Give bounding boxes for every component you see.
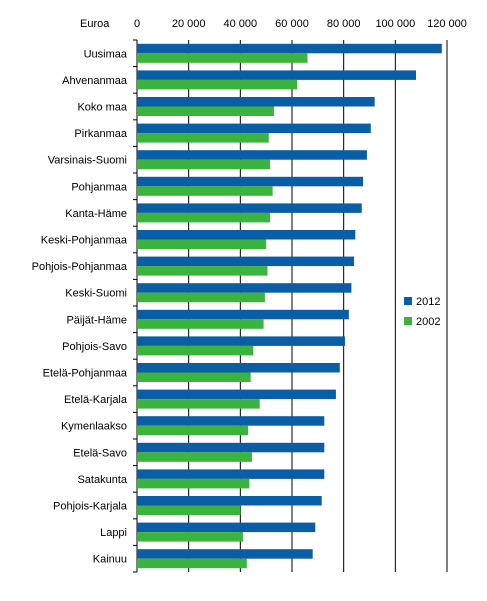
bar-2012-Pohjois-Pohjanmaa — [137, 256, 354, 267]
bar-2012-Pohjanmaa — [137, 176, 364, 187]
bar-2012-Pohjois-Karjala — [137, 496, 322, 506]
bar-2002-Satakunta — [137, 478, 250, 489]
bar-2012-Pohjois-Savo — [137, 336, 345, 346]
category-label: Keski-Pohjanmaa — [41, 235, 128, 247]
x-axis-ticks: 0 20 000 40 000 60 000 80 000 100 000 120 000 — [134, 18, 467, 30]
bar-2002-Pohjanmaa — [137, 186, 273, 196]
category-label: Pirkanmaa — [74, 128, 127, 140]
bar-2012-Ahvenanmaa — [137, 70, 416, 80]
bar-2012-Kainuu — [137, 549, 313, 559]
category-label: Etelä-Karjala — [64, 394, 128, 406]
category-label: Kanta-Häme — [65, 208, 127, 220]
bar-2012-Koko maa — [137, 97, 375, 107]
bar-2002-Keski-Suomi — [137, 292, 265, 303]
category-label: Pohjanmaa — [71, 181, 128, 193]
unit-label: Euroa — [80, 18, 110, 30]
bar-2012-Etelä-Karjala — [137, 389, 336, 400]
bar-2002-Etelä-Pohjanmaa — [137, 372, 251, 382]
bar-2002-Kanta-Häme — [137, 212, 271, 223]
x-tick-label: 60 000 — [275, 18, 309, 30]
legend: 2012 2002 — [404, 296, 440, 328]
category-label: Pohjois-Savo — [62, 341, 127, 353]
bar-2002-Pohjois-Savo — [137, 345, 254, 356]
x-tick-label: 120 000 — [427, 18, 467, 30]
category-labels: Uusimaa Ahvenanmaa Koko maa Pirkanmaa Varsin… — [32, 48, 128, 565]
bar-2012-Keski-Suomi — [137, 283, 352, 293]
bar-2012-Keski-Pohjanmaa — [137, 230, 356, 240]
bar-2002-Varsinais-Suomi — [137, 159, 271, 170]
legend-label: 2002 — [416, 316, 440, 328]
x-tick-label: 100 000 — [375, 18, 415, 30]
legend-swatch-2002 — [404, 317, 412, 325]
bar-2002-Uusimaa — [137, 53, 308, 63]
bar-2002-Pohjois-Karjala — [137, 505, 241, 515]
category-label: Keski-Suomi — [65, 288, 127, 300]
gridlines — [133, 39, 448, 573]
category-label: Satakunta — [77, 474, 127, 486]
bar-2002-Etelä-Karjala — [137, 399, 260, 409]
bar-2002-Keski-Pohjanmaa — [137, 239, 267, 249]
bar-2002-Etelä-Savo — [137, 452, 252, 462]
category-label: Kainuu — [93, 554, 127, 566]
category-label: Koko maa — [77, 102, 127, 114]
bar-2012-Uusimaa — [137, 43, 442, 54]
bar-2012-Satakunta — [137, 469, 325, 479]
category-label: Lappi — [100, 527, 127, 539]
bar-2002-Pirkanmaa — [137, 133, 269, 143]
bar-2012-Pirkanmaa — [137, 123, 371, 134]
category-label: Etelä-Pohjanmaa — [43, 368, 128, 380]
category-label: Pohjois-Pohjanmaa — [32, 261, 128, 273]
x-tick-label: 80 000 — [327, 18, 361, 30]
bar-2012-Lappi — [137, 522, 316, 533]
category-label: Päijät-Häme — [66, 314, 127, 326]
bar-2002-Ahvenanmaa — [137, 79, 298, 90]
x-tick-label: 20 000 — [172, 18, 206, 30]
bar-2002-Lappi — [137, 532, 243, 542]
category-label: Pohjois-Karjala — [53, 501, 128, 513]
bar-2012-Varsinais-Suomi — [137, 150, 367, 160]
category-label: Varsinais-Suomi — [48, 155, 127, 167]
category-label: Kymenlaakso — [61, 421, 127, 433]
category-label: Ahvenanmaa — [62, 75, 128, 87]
category-label: Uusimaa — [84, 48, 128, 60]
category-label: Etelä-Savo — [73, 447, 127, 459]
bar-2012-Etelä-Pohjanmaa — [137, 363, 340, 373]
bar-2012-Kymenlaakso — [137, 416, 325, 426]
legend-swatch-2012 — [404, 297, 412, 305]
x-tick-label: 0 — [134, 18, 140, 30]
bar-2002-Kymenlaakso — [137, 425, 249, 436]
bar-2012-Kanta-Häme — [137, 203, 362, 213]
bar-2002-Koko maa — [137, 106, 274, 116]
bar-2002-Pohjois-Pohjanmaa — [137, 266, 268, 276]
bar-2012-Päijät-Häme — [137, 309, 349, 320]
bar-2012-Etelä-Savo — [137, 442, 325, 453]
bars — [137, 43, 442, 569]
bar-2002-Päijät-Häme — [137, 319, 264, 329]
x-tick-label: 40 000 — [224, 18, 258, 30]
legend-label: 2012 — [416, 296, 440, 308]
bar-2002-Kainuu — [137, 558, 247, 569]
